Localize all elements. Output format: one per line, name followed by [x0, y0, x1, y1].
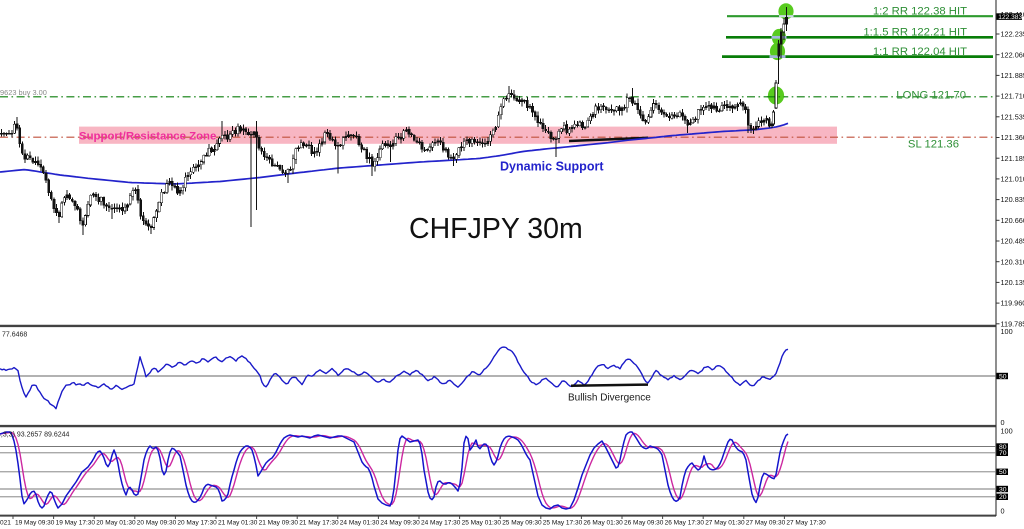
svg-text:121.535: 121.535	[1001, 112, 1024, 121]
svg-text:1:1 RR 122.04 HIT: 1:1 RR 122.04 HIT	[873, 46, 967, 58]
svg-text:121.185: 121.185	[1001, 154, 1024, 163]
svg-text:20 May 17:30: 20 May 17:30	[177, 520, 217, 527]
svg-text:1:2 RR 122.38 HIT: 1:2 RR 122.38 HIT	[873, 5, 967, 17]
svg-text:Support/Resistance Zone: Support/Resistance Zone	[79, 131, 216, 143]
svg-text:50: 50	[999, 373, 1007, 380]
svg-text:122.060: 122.060	[1001, 50, 1024, 59]
svg-text:0: 0	[1001, 418, 1005, 427]
svg-text:24 May 17:30: 24 May 17:30	[421, 520, 461, 527]
svg-text:119.785: 119.785	[1001, 319, 1024, 328]
svg-text:27 May 17:30: 27 May 17:30	[786, 520, 826, 527]
svg-text:25 May 01:30: 25 May 01:30	[462, 520, 502, 527]
svg-text:26 May 17:30: 26 May 17:30	[665, 520, 705, 527]
svg-text:CHFJPY 30m: CHFJPY 30m	[409, 213, 583, 245]
svg-text:20 May 09:30: 20 May 09:30	[137, 520, 177, 527]
svg-text:26 May 09:30: 26 May 09:30	[624, 520, 664, 527]
svg-text:122.235: 122.235	[1001, 30, 1024, 39]
svg-text:SL 121.36: SL 121.36	[908, 139, 959, 151]
svg-text:21 May 01:30: 21 May 01:30	[218, 520, 258, 527]
svg-text:24 May 01:30: 24 May 01:30	[340, 520, 380, 527]
svg-text:120.835: 120.835	[1001, 195, 1024, 204]
svg-text:9623 buy 3.00: 9623 buy 3.00	[0, 88, 47, 97]
svg-text:30: 30	[999, 486, 1007, 493]
svg-text:120.135: 120.135	[1001, 278, 1024, 287]
svg-text:19 May 09:30: 19 May 09:30	[15, 520, 55, 527]
svg-text:80: 80	[999, 444, 1007, 451]
svg-text:120.660: 120.660	[1001, 216, 1024, 225]
svg-text:100: 100	[1001, 327, 1013, 336]
svg-text:21 May 17:30: 21 May 17:30	[299, 520, 339, 527]
svg-text:27 May 09:30: 27 May 09:30	[746, 520, 786, 527]
svg-text:21 May 09:30: 21 May 09:30	[259, 520, 299, 527]
svg-text:100: 100	[1001, 427, 1013, 436]
svg-text:121.710: 121.710	[1001, 92, 1024, 101]
svg-text:Bullish Divergence: Bullish Divergence	[568, 393, 651, 404]
svg-text:20: 20	[999, 494, 1007, 501]
svg-text:121.885: 121.885	[1001, 71, 1024, 80]
svg-text:LONG 121.70: LONG 121.70	[896, 90, 966, 102]
svg-text:25 May 17:30: 25 May 17:30	[543, 520, 583, 527]
svg-text:25 May 09:30: 25 May 09:30	[502, 520, 542, 527]
svg-text:4,3,3) 93.2657 89.6244: 4,3,3) 93.2657 89.6244	[0, 432, 70, 439]
svg-text:120.310: 120.310	[1001, 257, 1024, 266]
svg-text:120.485: 120.485	[1001, 237, 1024, 246]
svg-text:0: 0	[1001, 506, 1005, 515]
svg-text:122.383: 122.383	[998, 14, 1022, 21]
svg-text:70: 70	[999, 450, 1007, 457]
svg-text:20 May 01:30: 20 May 01:30	[96, 520, 136, 527]
svg-text:119.960: 119.960	[1001, 299, 1024, 308]
svg-text:121.360: 121.360	[1001, 133, 1024, 142]
svg-text:1:1.5 RR 122.21 HIT: 1:1.5 RR 122.21 HIT	[863, 26, 967, 38]
svg-text:50: 50	[999, 469, 1007, 476]
svg-text:27 May 01:30: 27 May 01:30	[705, 520, 745, 527]
svg-text:19 May 17:30: 19 May 17:30	[56, 520, 96, 527]
svg-text:26 May 01:30: 26 May 01:30	[583, 520, 623, 527]
svg-text:121.010: 121.010	[1001, 175, 1024, 184]
svg-text:021: 021	[0, 520, 11, 527]
svg-text:Dynamic Support: Dynamic Support	[500, 160, 604, 174]
svg-text:24 May 09:30: 24 May 09:30	[380, 520, 420, 527]
svg-text:77.6468: 77.6468	[2, 332, 27, 339]
